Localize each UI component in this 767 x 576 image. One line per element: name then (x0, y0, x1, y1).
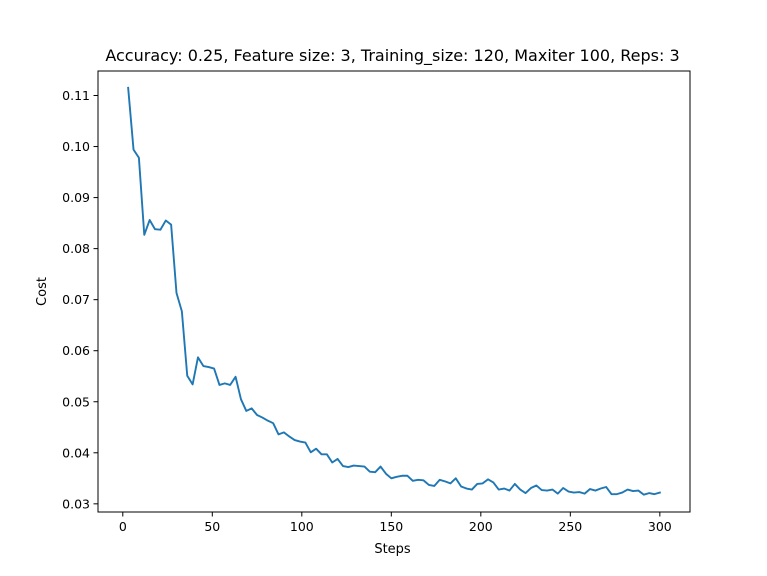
x-tick-label: 50 (204, 519, 220, 534)
y-tick-label: 0.11 (62, 88, 90, 103)
x-axis-label: Steps (374, 542, 411, 557)
y-tick-label: 0.03 (62, 496, 90, 511)
plot-area (97, 70, 691, 513)
x-tick-label: 150 (379, 519, 403, 534)
x-tick-label: 200 (469, 519, 493, 534)
y-tick-label: 0.10 (62, 139, 90, 154)
series-line-1 (127, 86, 662, 496)
y-tick-label: 0.05 (62, 394, 90, 409)
x-axis: 0 50 100 150 200 250 300 (119, 512, 672, 534)
x-tick-label: 300 (648, 519, 672, 534)
y-tick-label: 0.04 (62, 445, 90, 460)
y-tick-label: 0.06 (62, 343, 90, 358)
x-tick-label: 250 (558, 519, 582, 534)
x-tick-label: 0 (119, 519, 127, 534)
x-tick-label: 100 (290, 519, 314, 534)
axes-frame (97, 70, 691, 513)
y-tick-label: 0.07 (62, 292, 90, 307)
y-axis-label: Cost (35, 277, 50, 306)
chart-title: Accuracy: 0.25, Feature size: 3, Trainin… (105, 46, 679, 66)
y-tick-label: 0.08 (62, 241, 90, 256)
y-tick-label: 0.09 (62, 190, 90, 205)
y-axis: 0.03 0.04 0.05 0.06 0.07 0.08 0.09 0.10 0.11 (62, 88, 98, 511)
